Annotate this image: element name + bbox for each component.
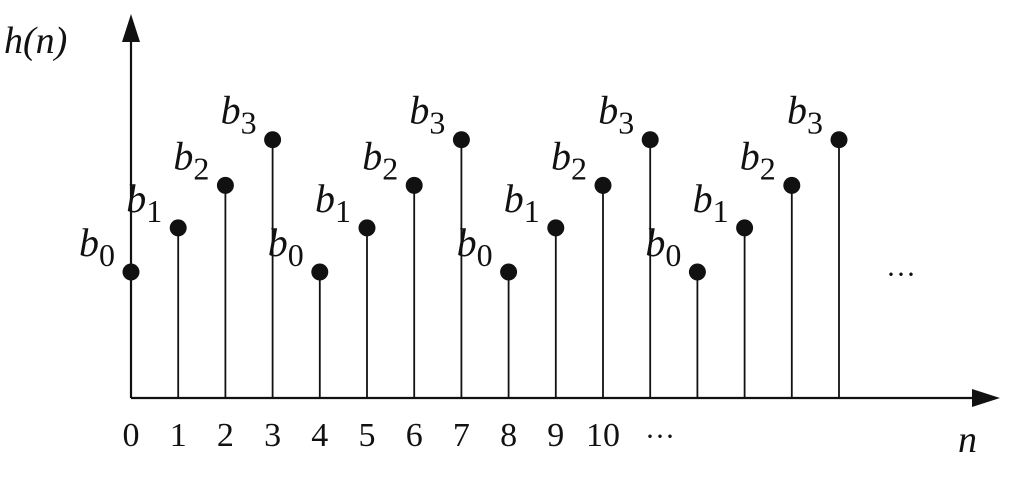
stem-point-1 — [169, 219, 187, 237]
point-label-8: b0 — [457, 220, 493, 273]
x-tick-label-3: 3 — [264, 417, 281, 454]
stem-point-2 — [216, 176, 234, 194]
x-tick-labels: 0 1 2 3 4 5 6 7 8 9 10 — [123, 417, 621, 454]
stem-point-6 — [405, 176, 423, 194]
x-tick-label-2: 2 — [217, 417, 234, 454]
point-label-11: b3 — [598, 88, 634, 141]
point-label-7: b3 — [409, 88, 445, 141]
x-tick-label-10: 10 — [586, 417, 620, 454]
y-axis-arrowhead — [122, 14, 140, 42]
continuation-ellipsis: ··· — [886, 258, 916, 291]
x-tick-label-1: 1 — [170, 417, 187, 454]
point-label-2: b2 — [173, 133, 209, 186]
stem-point-0 — [122, 263, 140, 281]
point-label-15: b3 — [787, 88, 823, 141]
stem-point-5 — [358, 219, 376, 237]
stem-point-9 — [547, 219, 565, 237]
x-tick-label-8: 8 — [500, 417, 517, 454]
stem-point-11 — [641, 131, 659, 149]
point-label-5: b1 — [315, 176, 351, 229]
point-label-10: b2 — [551, 133, 587, 186]
point-label-0: b0 — [79, 220, 115, 273]
stem-point-12 — [688, 263, 706, 281]
point-label-4: b0 — [268, 220, 304, 273]
stem-point-14 — [783, 176, 801, 194]
y-axis-label: h(n) — [4, 20, 67, 62]
point-label-1: b1 — [126, 176, 162, 229]
point-label-14: b2 — [740, 133, 776, 186]
stem-point-3 — [264, 131, 282, 149]
x-tick-label-6: 6 — [406, 417, 423, 454]
stem-point-4 — [311, 263, 329, 281]
point-label-12: b0 — [645, 220, 681, 273]
x-tick-label-0: 0 — [123, 417, 140, 454]
x-tick-label-4: 4 — [311, 417, 328, 454]
point-label-9: b1 — [504, 176, 540, 229]
x-axis-arrowhead — [972, 389, 1000, 407]
stem-point-7 — [452, 131, 470, 149]
point-label-13: b1 — [693, 176, 729, 229]
x-tick-label-7: 7 — [453, 417, 470, 454]
stem-point-15 — [830, 131, 848, 149]
point-label-6: b2 — [362, 133, 398, 186]
x-tick-ellipsis: ··· — [645, 420, 675, 453]
x-tick-label-9: 9 — [547, 417, 564, 454]
stem-point-8 — [500, 263, 518, 281]
x-axis-label: n — [958, 419, 977, 461]
stem-point-13 — [736, 219, 754, 237]
x-tick-label-5: 5 — [359, 417, 376, 454]
point-label-3: b3 — [221, 88, 257, 141]
stem-point-10 — [594, 176, 612, 194]
